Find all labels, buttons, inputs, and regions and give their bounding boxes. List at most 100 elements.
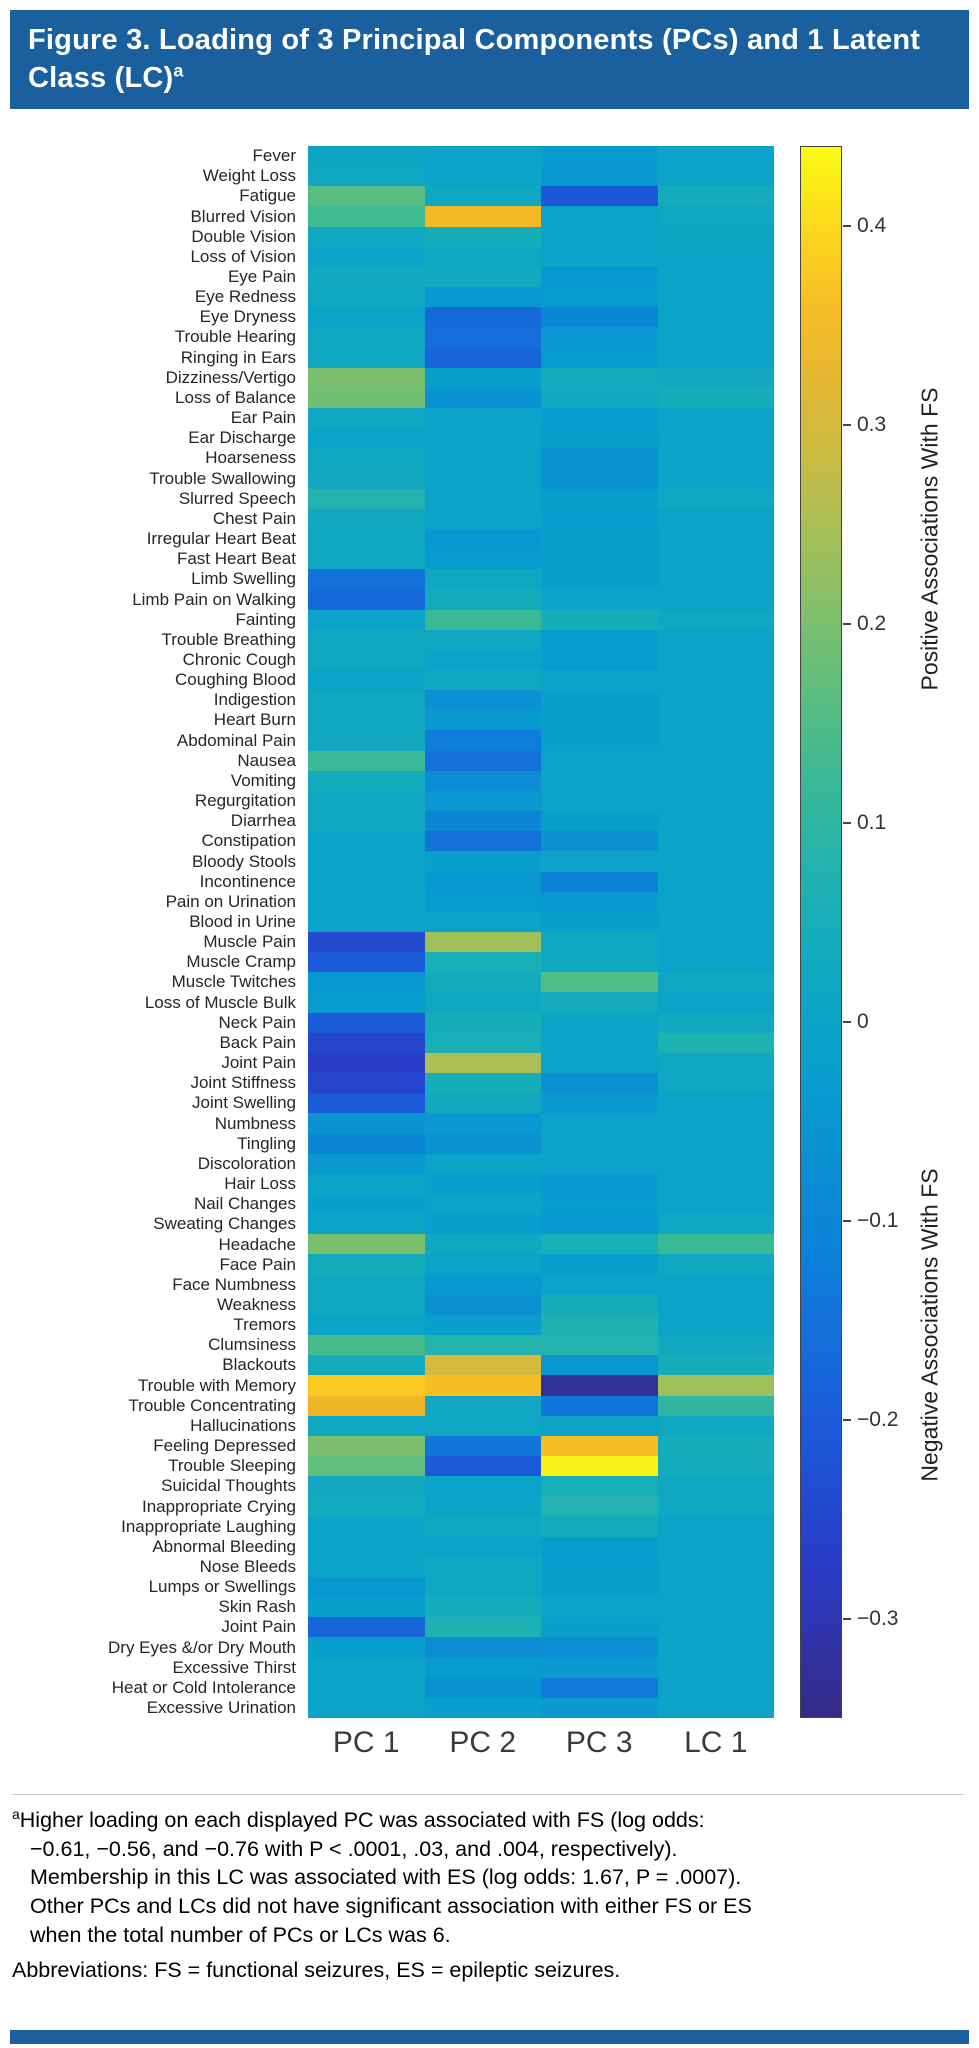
- column-label: LC 1: [684, 1726, 748, 1759]
- heatmap-cell: [657, 569, 774, 590]
- heatmap-cell: [657, 1234, 774, 1255]
- heatmap-cell: [657, 166, 774, 187]
- heatmap-cell: [541, 1355, 658, 1376]
- heatmap-cell: [308, 166, 425, 187]
- row-label: Suicidal Thoughts: [161, 1476, 296, 1496]
- row-label: Joint Pain: [221, 1053, 296, 1073]
- row-label: Heat or Cold Intolerance: [111, 1677, 296, 1697]
- heatmap-cell: [308, 932, 425, 953]
- heatmap-cell: [308, 569, 425, 590]
- row-label: Headache: [218, 1234, 296, 1254]
- heatmap-cell: [541, 1435, 658, 1456]
- heatmap-cell: [308, 1314, 425, 1336]
- row-label: Dry Eyes &/or Dry Mouth: [108, 1637, 296, 1657]
- heatmap-cell: [657, 226, 774, 247]
- row-label: Trouble Breathing: [161, 629, 296, 649]
- heatmap-cell: [657, 468, 774, 489]
- heatmap-cell: [541, 1496, 658, 1517]
- footnote-line: −0.61, −0.56, and −0.76 with P < .0001, …: [30, 1836, 678, 1861]
- row-label: Ringing in Ears: [180, 347, 296, 367]
- heatmap-cell: [308, 710, 425, 731]
- heatmap-cell: [541, 811, 658, 832]
- heatmap-cell: [541, 750, 658, 771]
- heatmap-cell: [541, 1093, 658, 1114]
- heatmap-cell: [424, 1476, 541, 1497]
- heatmap-cell: [308, 1617, 425, 1638]
- heatmap-cell: [308, 750, 425, 771]
- heatmap-cell: [657, 1576, 774, 1598]
- colorbar-tickmark: [843, 1219, 851, 1222]
- heatmap-cell: [541, 1677, 658, 1698]
- heatmap-cell: [424, 911, 541, 932]
- row-label: Muscle Pain: [203, 932, 296, 952]
- heatmap-cell: [657, 246, 774, 267]
- heatmap-cell: [541, 1415, 658, 1436]
- heatmap-cell: [541, 347, 658, 368]
- heatmap-cell: [657, 528, 774, 550]
- colorbar-tickmark: [843, 821, 851, 824]
- row-label: Coughing Blood: [175, 670, 296, 690]
- row-label: Incontinence: [199, 871, 296, 891]
- heatmap-cell: [657, 1012, 774, 1033]
- heatmap-cell: [541, 287, 658, 308]
- heatmap-cell: [308, 1395, 425, 1416]
- heatmap-cell: [424, 1234, 541, 1255]
- heatmap-cell: [308, 1254, 425, 1275]
- heatmap-cell: [541, 1556, 658, 1577]
- heatmap-cell: [541, 790, 658, 812]
- heatmap-cell: [541, 1576, 658, 1598]
- heatmap-cell: [657, 1456, 774, 1477]
- colorbar-label-positive: Positive Associations With FS: [916, 387, 943, 691]
- heatmap-cell: [541, 387, 658, 408]
- heatmap-cell: [657, 871, 774, 892]
- heatmap-cell: [424, 972, 541, 993]
- heatmap-cell: [541, 468, 658, 489]
- row-label: Ear Discharge: [188, 428, 296, 448]
- heatmap-cell: [308, 589, 425, 610]
- colorbar-tick: 0: [843, 1010, 869, 1034]
- row-label: Limb Pain on Walking: [132, 589, 296, 609]
- heatmap-cell: [424, 1637, 541, 1658]
- heatmap-cell: [541, 146, 658, 167]
- heatmap-cell: [657, 1395, 774, 1416]
- heatmap-cell: [308, 488, 425, 509]
- heatmap-cell: [541, 1697, 658, 1718]
- heatmap-cell: [424, 750, 541, 771]
- row-label: Trouble Swallowing: [149, 468, 296, 488]
- heatmap-cell: [541, 1375, 658, 1396]
- heatmap-cell: [308, 1597, 425, 1618]
- heatmap-cell: [657, 1435, 774, 1456]
- row-label: Face Pain: [219, 1254, 296, 1274]
- heatmap-cell: [308, 851, 425, 872]
- heatmap-cell: [308, 1415, 425, 1436]
- heatmap-cell: [424, 1456, 541, 1477]
- heatmap-cell: [541, 1617, 658, 1638]
- row-label: Nail Changes: [193, 1194, 296, 1214]
- colorbar: [800, 146, 842, 1718]
- heatmap-cell: [657, 1032, 774, 1053]
- heatmap-cell: [424, 1214, 541, 1235]
- heatmap-cell: [541, 891, 658, 912]
- row-label: Indigestion: [213, 690, 296, 710]
- heatmap-cell: [541, 1234, 658, 1255]
- row-label: Eye Redness: [194, 287, 296, 307]
- heatmap-cell: [424, 1052, 541, 1074]
- row-label: Weight Loss: [202, 166, 296, 186]
- heatmap-cell: [657, 1476, 774, 1497]
- heatmap-cell: [424, 589, 541, 610]
- heatmap-cell: [541, 972, 658, 993]
- colorbar-tick: −0.1: [843, 1209, 898, 1233]
- heatmap-cell: [308, 266, 425, 288]
- heatmap-cell: [657, 1194, 774, 1215]
- heatmap-cell: [308, 347, 425, 368]
- footnote-line: Membership in this LC was associated wit…: [30, 1865, 742, 1890]
- heatmap-cell: [308, 1052, 425, 1074]
- footnote-line: when the total number of PCs or LCs was …: [30, 1922, 451, 1947]
- heatmap-cell: [424, 1173, 541, 1194]
- heatmap-cell: [308, 1093, 425, 1114]
- heatmap-cell: [657, 1637, 774, 1658]
- heatmap-cell: [424, 1556, 541, 1577]
- heatmap-cell: [657, 952, 774, 973]
- heatmap-cell: [308, 1274, 425, 1295]
- heatmap-cell: [424, 1415, 541, 1436]
